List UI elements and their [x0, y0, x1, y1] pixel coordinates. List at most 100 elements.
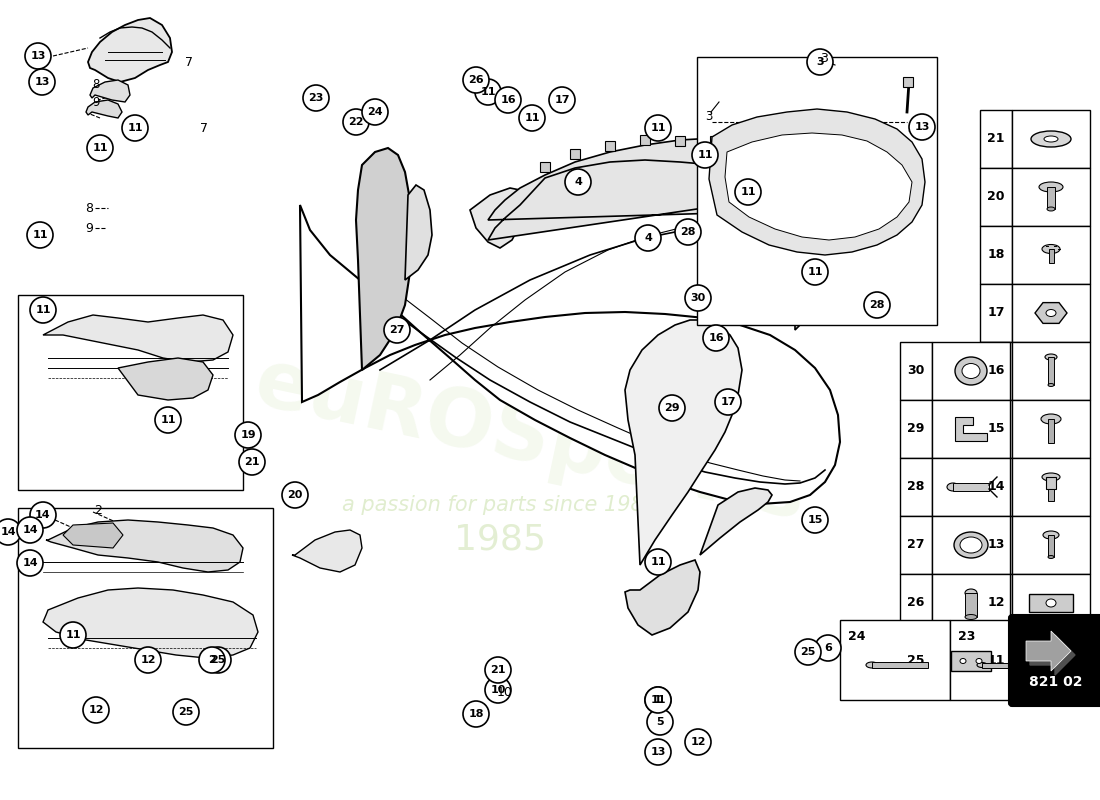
Circle shape — [659, 395, 685, 421]
Circle shape — [635, 225, 661, 251]
Circle shape — [135, 647, 161, 673]
Text: 13: 13 — [914, 122, 929, 132]
Polygon shape — [700, 488, 772, 555]
Text: 13: 13 — [34, 77, 50, 87]
Circle shape — [485, 657, 512, 683]
Bar — [1028, 594, 1072, 612]
Bar — [1046, 477, 1056, 489]
Polygon shape — [43, 315, 233, 362]
Text: a passion for parts since 1985: a passion for parts since 1985 — [342, 495, 658, 515]
Text: 11: 11 — [807, 267, 823, 277]
Text: 23: 23 — [308, 93, 323, 103]
Circle shape — [82, 697, 109, 723]
Text: 11: 11 — [35, 305, 51, 315]
Bar — [1048, 357, 1054, 385]
Polygon shape — [43, 588, 258, 658]
Bar — [1012, 574, 1090, 632]
Text: 17: 17 — [720, 397, 736, 407]
Bar — [932, 516, 1010, 574]
Text: euROSpoRts: euROSpoRts — [248, 343, 813, 537]
Polygon shape — [955, 417, 987, 441]
Circle shape — [815, 635, 842, 661]
Text: 7: 7 — [200, 122, 208, 134]
Polygon shape — [625, 560, 700, 635]
Bar — [1048, 249, 1054, 263]
Text: 24: 24 — [848, 630, 866, 643]
Bar — [1048, 489, 1054, 501]
Text: 12: 12 — [691, 737, 706, 747]
Text: 11: 11 — [650, 695, 666, 705]
Bar — [953, 483, 989, 491]
Ellipse shape — [1041, 414, 1062, 424]
Bar — [1048, 535, 1054, 557]
Text: 7: 7 — [185, 55, 192, 69]
Bar — [1048, 419, 1054, 443]
Circle shape — [362, 99, 388, 125]
Text: 14: 14 — [35, 510, 51, 520]
Ellipse shape — [1045, 354, 1057, 360]
Ellipse shape — [1042, 245, 1060, 254]
Text: 821 02: 821 02 — [1030, 675, 1082, 689]
Circle shape — [645, 549, 671, 575]
Text: 27: 27 — [389, 325, 405, 335]
Ellipse shape — [1046, 310, 1056, 317]
Polygon shape — [63, 523, 123, 548]
Circle shape — [235, 422, 261, 448]
Bar — [1012, 632, 1090, 690]
Circle shape — [675, 219, 701, 245]
Text: 11: 11 — [650, 557, 666, 567]
Text: 13: 13 — [31, 51, 46, 61]
Bar — [965, 593, 977, 617]
Polygon shape — [1026, 631, 1071, 671]
Bar — [840, 620, 950, 700]
Ellipse shape — [866, 662, 878, 668]
Text: 30: 30 — [908, 365, 925, 378]
Text: 28: 28 — [680, 227, 695, 237]
Bar — [640, 135, 650, 145]
Text: 22: 22 — [349, 117, 364, 127]
Bar — [1012, 168, 1090, 226]
Text: 13: 13 — [988, 538, 1004, 551]
Text: 2: 2 — [95, 503, 102, 517]
Text: 25: 25 — [210, 655, 225, 665]
Text: 25: 25 — [178, 707, 194, 717]
Text: 10: 10 — [491, 685, 506, 695]
Circle shape — [802, 259, 828, 285]
Bar — [932, 574, 1010, 632]
Text: 18: 18 — [469, 709, 484, 719]
Circle shape — [28, 222, 53, 248]
Text: 15: 15 — [807, 515, 823, 525]
Ellipse shape — [965, 589, 977, 597]
FancyBboxPatch shape — [1009, 615, 1100, 706]
Text: 13: 13 — [650, 747, 666, 757]
Ellipse shape — [977, 662, 987, 667]
Polygon shape — [405, 185, 432, 280]
Text: 3: 3 — [820, 51, 828, 65]
Bar — [952, 651, 991, 671]
Text: 29: 29 — [908, 422, 925, 435]
Circle shape — [647, 709, 673, 735]
Text: 1985: 1985 — [454, 523, 546, 557]
Ellipse shape — [1046, 599, 1056, 607]
Bar — [605, 141, 615, 151]
Polygon shape — [625, 320, 742, 565]
Ellipse shape — [1042, 646, 1060, 655]
Text: 16: 16 — [988, 365, 1004, 378]
Circle shape — [16, 550, 43, 576]
Circle shape — [864, 292, 890, 318]
Text: 15: 15 — [988, 422, 1004, 435]
Text: 18: 18 — [988, 249, 1004, 262]
Text: 21: 21 — [491, 665, 506, 675]
Bar — [1012, 516, 1090, 574]
Text: 27: 27 — [908, 538, 925, 551]
Ellipse shape — [1048, 670, 1054, 673]
Circle shape — [30, 502, 56, 528]
Text: 19: 19 — [240, 430, 256, 440]
Circle shape — [475, 79, 500, 105]
Text: 17: 17 — [988, 306, 1004, 319]
Bar — [900, 458, 932, 516]
Polygon shape — [90, 80, 130, 102]
Bar — [1012, 342, 1090, 400]
Circle shape — [239, 449, 265, 475]
Ellipse shape — [960, 658, 966, 663]
